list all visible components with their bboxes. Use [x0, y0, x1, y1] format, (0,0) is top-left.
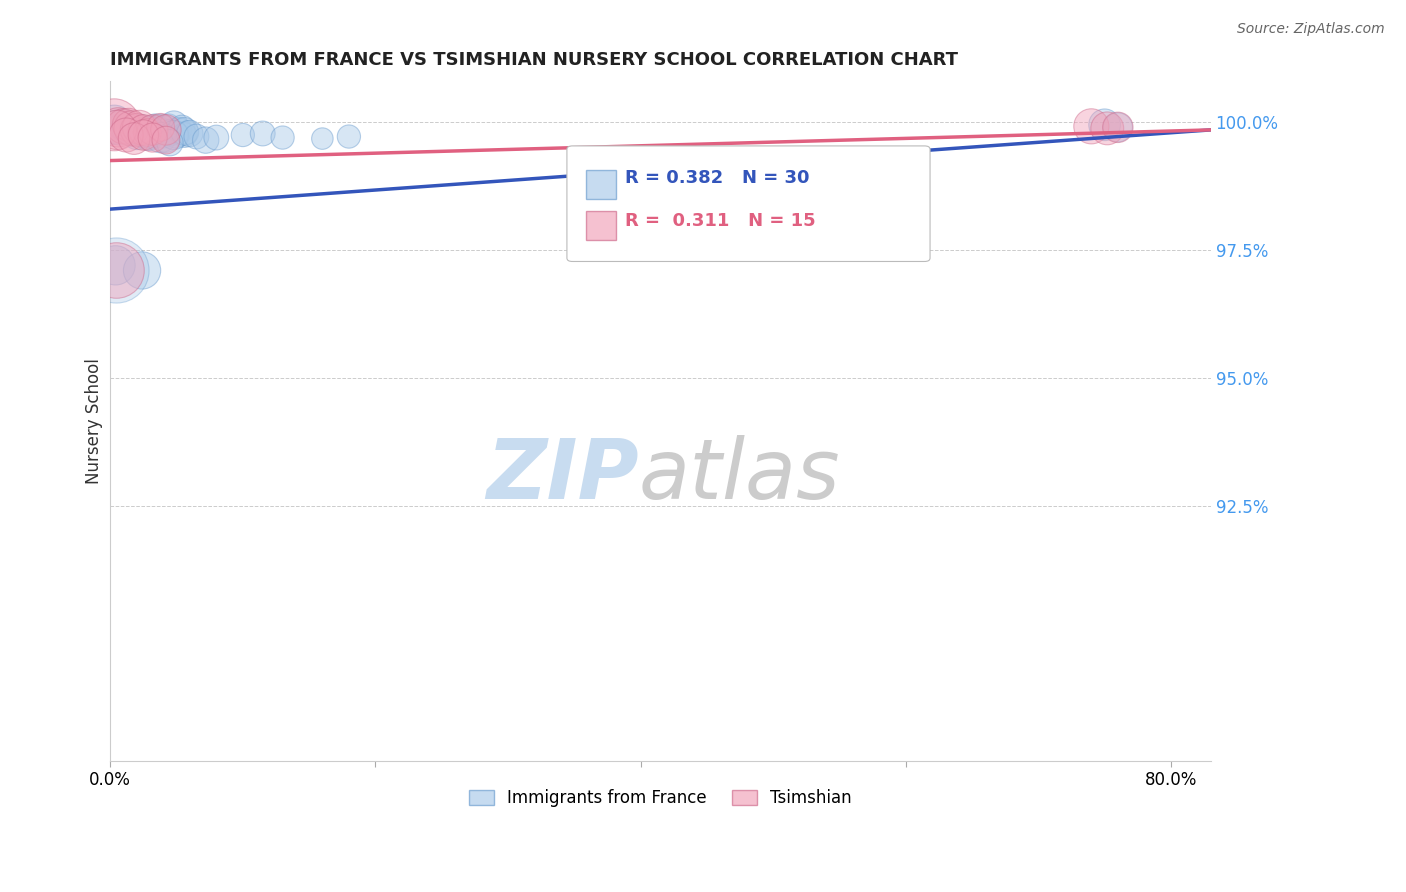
Point — [128, 120, 150, 135]
Point — [146, 123, 169, 137]
Point — [132, 123, 155, 137]
Point — [112, 118, 135, 132]
Point — [142, 130, 165, 145]
Point — [143, 120, 166, 134]
Point — [170, 121, 193, 136]
Point — [173, 124, 195, 138]
Point — [149, 130, 172, 145]
Point — [120, 121, 142, 136]
Point — [1080, 120, 1102, 134]
Point — [1107, 120, 1129, 135]
Bar — [586, 211, 616, 240]
Text: IMMIGRANTS FROM FRANCE VS TSIMSHIAN NURSERY SCHOOL CORRELATION CHART: IMMIGRANTS FROM FRANCE VS TSIMSHIAN NURS… — [110, 51, 959, 69]
Point — [104, 263, 127, 277]
Point — [166, 128, 188, 142]
Point — [160, 125, 183, 139]
Point — [152, 127, 174, 141]
Point — [112, 120, 135, 134]
Point — [103, 118, 125, 132]
Point — [1107, 120, 1129, 135]
Point — [122, 131, 145, 145]
Point — [134, 124, 156, 138]
Point — [131, 127, 153, 141]
Point — [157, 120, 180, 134]
Point — [1094, 118, 1116, 132]
Point — [155, 123, 177, 137]
Text: Source: ZipAtlas.com: Source: ZipAtlas.com — [1237, 22, 1385, 37]
Point — [205, 130, 228, 145]
Point — [131, 263, 153, 277]
Point — [337, 129, 360, 144]
Point — [142, 121, 165, 136]
Point — [120, 123, 142, 137]
Point — [186, 129, 208, 144]
Point — [115, 128, 138, 142]
Point — [118, 120, 141, 134]
Point — [139, 125, 162, 139]
Point — [155, 133, 177, 147]
Text: ZIP: ZIP — [486, 435, 638, 516]
Point — [139, 129, 162, 144]
Point — [271, 130, 294, 145]
Point — [163, 128, 186, 142]
Point — [194, 133, 217, 147]
Point — [118, 118, 141, 132]
Y-axis label: Nursery School: Nursery School — [86, 359, 103, 484]
FancyBboxPatch shape — [567, 146, 929, 261]
Point — [179, 127, 201, 141]
Point — [122, 125, 145, 139]
Text: R = 0.382   N = 30: R = 0.382 N = 30 — [626, 169, 810, 187]
Point — [104, 258, 127, 272]
Point — [115, 121, 138, 136]
Point — [149, 120, 172, 135]
Point — [132, 128, 155, 142]
Point — [149, 120, 172, 135]
Legend: Immigrants from France, Tsimshian: Immigrants from France, Tsimshian — [463, 782, 859, 814]
Point — [108, 123, 131, 137]
Point — [105, 120, 128, 135]
Point — [1097, 121, 1119, 136]
Point — [107, 120, 129, 135]
Point — [155, 131, 177, 145]
Point — [125, 123, 148, 137]
Point — [163, 118, 186, 132]
Point — [311, 131, 333, 145]
Point — [159, 136, 181, 150]
Point — [252, 127, 274, 141]
Point — [125, 128, 148, 142]
Point — [122, 123, 145, 137]
Point — [128, 123, 150, 137]
Point — [105, 123, 128, 137]
Point — [103, 118, 125, 132]
Text: R =  0.311   N = 15: R = 0.311 N = 15 — [626, 212, 815, 230]
Point — [136, 128, 159, 142]
Point — [176, 125, 198, 139]
Point — [136, 125, 159, 139]
Point — [155, 123, 177, 137]
Point — [167, 123, 190, 137]
Point — [232, 128, 254, 142]
Bar — [586, 170, 616, 199]
Point — [104, 263, 127, 277]
Point — [142, 123, 165, 137]
Point — [173, 128, 195, 142]
Text: atlas: atlas — [638, 435, 839, 516]
